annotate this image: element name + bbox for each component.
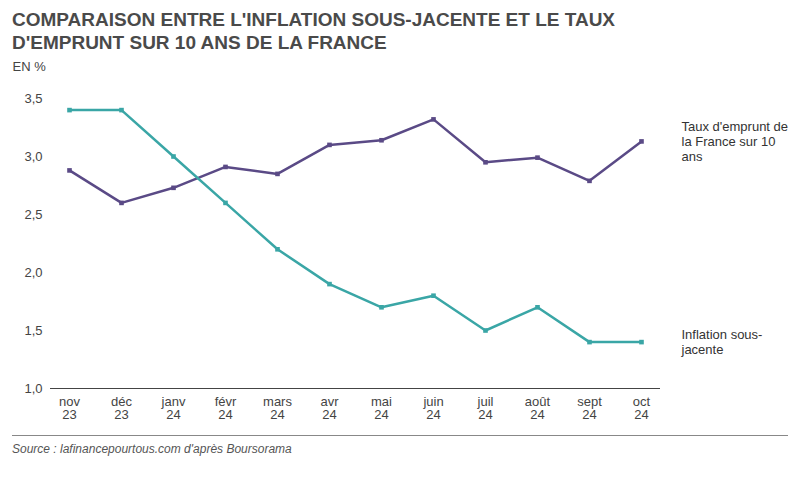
svg-text:mai24: mai24: [371, 394, 392, 422]
svg-text:sept24: sept24: [577, 394, 602, 422]
svg-text:juin24: juin24: [422, 394, 443, 422]
html-text:COMPARAISON ENTRE L'INFLATION: COMPARAISON ENTRE L'INFLATION SOUS-JACEN…: [12, 9, 615, 53]
svg-text:Taux d'emprunt dela France sur: Taux d'emprunt dela France sur 10ans: [682, 119, 789, 164]
svg-text:août24: août24: [525, 394, 551, 422]
svg-text:févr24: févr24: [215, 394, 237, 422]
svg-text:mars24: mars24: [263, 394, 292, 422]
svg-text:1,0: 1,0: [24, 381, 42, 396]
svg-text:1,5: 1,5: [24, 323, 42, 338]
svg-text:oct24: oct24: [633, 394, 651, 422]
svg-text:nov23: nov23: [59, 394, 80, 422]
svg-text:EN %: EN %: [13, 59, 47, 74]
svg-text:2,5: 2,5: [24, 207, 42, 222]
svg-text:déc23: déc23: [111, 394, 132, 422]
svg-text:janv24: janv24: [161, 394, 186, 422]
svg-text:avr24: avr24: [320, 394, 339, 422]
svg-text:2,0: 2,0: [24, 265, 42, 280]
html-text:Source : lafinancepourtous.com: Source : lafinancepourtous.com d'après B…: [12, 442, 292, 456]
svg-text:juil24: juil24: [477, 394, 494, 422]
svg-text:3,5: 3,5: [24, 91, 42, 106]
svg-text:3,0: 3,0: [24, 149, 42, 164]
svg-text:Inflation sous-jacente: Inflation sous-jacente: [681, 327, 763, 357]
